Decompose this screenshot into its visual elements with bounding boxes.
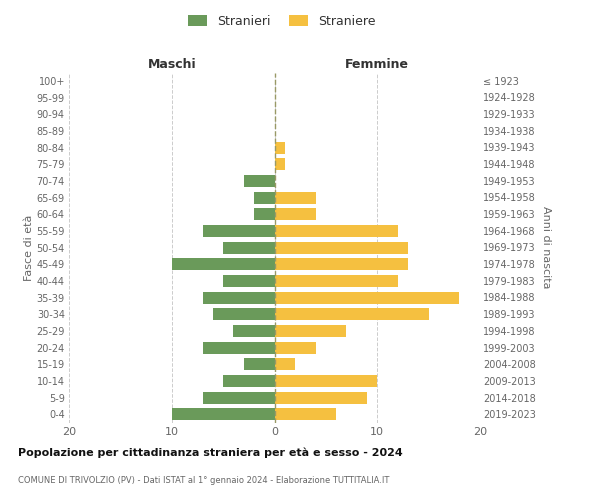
- Bar: [172, 258, 275, 270]
- Text: COMUNE DI TRIVOLZIO (PV) - Dati ISTAT al 1° gennaio 2024 - Elaborazione TUTTITAL: COMUNE DI TRIVOLZIO (PV) - Dati ISTAT al…: [18, 476, 389, 485]
- Bar: [203, 342, 275, 353]
- Bar: [223, 275, 275, 287]
- Bar: [233, 325, 275, 337]
- Bar: [172, 408, 275, 420]
- Bar: [254, 208, 275, 220]
- Bar: [275, 242, 408, 254]
- Bar: [275, 408, 336, 420]
- Bar: [275, 192, 316, 203]
- Bar: [275, 275, 398, 287]
- Bar: [275, 225, 398, 237]
- Bar: [203, 225, 275, 237]
- Bar: [275, 158, 285, 170]
- Text: Maschi: Maschi: [148, 58, 196, 71]
- Bar: [275, 292, 460, 304]
- Bar: [275, 258, 408, 270]
- Text: Popolazione per cittadinanza straniera per età e sesso - 2024: Popolazione per cittadinanza straniera p…: [18, 448, 403, 458]
- Bar: [275, 208, 316, 220]
- Bar: [275, 358, 295, 370]
- Bar: [223, 242, 275, 254]
- Bar: [254, 192, 275, 203]
- Bar: [223, 375, 275, 387]
- Bar: [213, 308, 275, 320]
- Bar: [275, 375, 377, 387]
- Bar: [203, 292, 275, 304]
- Bar: [244, 175, 275, 187]
- Bar: [203, 392, 275, 404]
- Legend: Stranieri, Straniere: Stranieri, Straniere: [185, 11, 379, 32]
- Y-axis label: Anni di nascita: Anni di nascita: [541, 206, 551, 288]
- Bar: [275, 342, 316, 353]
- Bar: [275, 325, 346, 337]
- Bar: [244, 358, 275, 370]
- Bar: [275, 392, 367, 404]
- Bar: [275, 142, 285, 154]
- Y-axis label: Fasce di età: Fasce di età: [23, 214, 34, 280]
- Text: Femmine: Femmine: [345, 58, 409, 71]
- Bar: [275, 308, 428, 320]
